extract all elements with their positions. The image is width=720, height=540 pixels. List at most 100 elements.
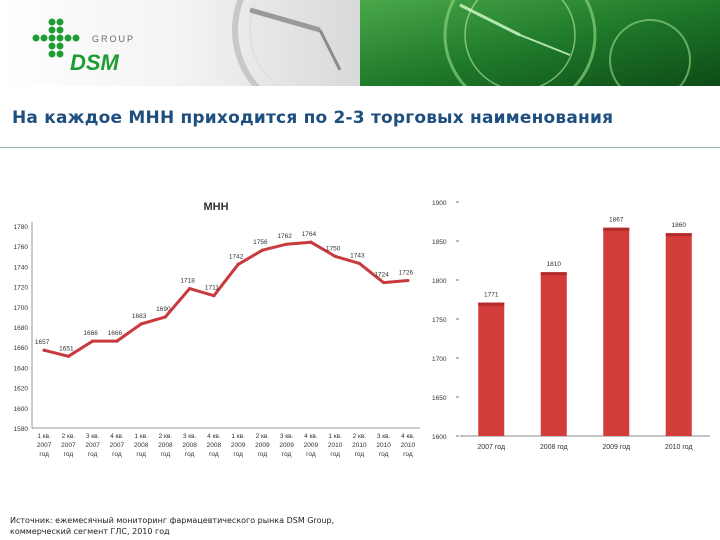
line-y-tick-label: 1780: [14, 224, 29, 231]
line-x-tick-label: 2 кв. 2007 год: [61, 433, 76, 458]
bar-2009: [603, 227, 630, 436]
line-x-tick-label: 2 кв. 2009 год: [255, 433, 270, 458]
line-x-tick-label: 4 кв. 2008 год: [207, 433, 222, 458]
line-x-tick-label: 4 кв. 2010 год: [401, 433, 416, 458]
page-title: На каждое МНН приходится по 2-3 торговых…: [12, 108, 614, 128]
line-x-tick-label-part: 2 кв.: [159, 433, 173, 440]
line-x-tick-label-part: 2008: [207, 442, 222, 449]
line-x-tick-label-part: 2010: [401, 442, 416, 449]
bar-cap: [478, 302, 505, 306]
bar-x-tick-label: 2008 год: [540, 444, 568, 451]
line-x-tick-label-part: 4 кв.: [401, 433, 415, 440]
line-x-tick-label-part: 2009: [304, 442, 319, 449]
line-data-point: [163, 315, 167, 319]
bar-x-tick-label: 2010 год: [665, 444, 693, 451]
bar-2008: [540, 272, 567, 436]
bar-data-label: 1860: [672, 222, 687, 229]
line-x-tick-label-part: 3 кв.: [377, 433, 391, 440]
line-x-tick-label-part: 2009: [279, 442, 294, 449]
line-x-tick-label-part: 2007: [61, 442, 76, 449]
logo-dsm-text: DSM: [70, 50, 120, 75]
line-data-point: [91, 339, 95, 343]
line-x-tick-label-part: год: [88, 451, 98, 458]
line-x-tick-label-part: год: [258, 451, 268, 458]
line-y-tick-label: 1720: [14, 285, 29, 292]
line-data-point: [139, 322, 143, 326]
bar-cap: [603, 227, 630, 231]
line-y-tick-label: 1660: [14, 345, 29, 352]
line-x-tick-label-part: год: [403, 451, 413, 458]
line-x-tick-label-part: 2010: [376, 442, 391, 449]
line-y-tick-label: 1640: [14, 365, 29, 372]
line-x-tick-label: 1 кв. 2010 год: [328, 433, 343, 458]
line-data-label: 1683: [132, 313, 147, 320]
line-x-tick-label-part: 2007: [37, 442, 52, 449]
charts-area: МНН 1580 1600 1620 1640 1660 1680 1700 1720 1740 1…: [14, 200, 710, 458]
line-x-tick-label-part: 2007: [85, 442, 100, 449]
line-x-tick-label-part: 2 кв.: [256, 433, 270, 440]
line-x-tick-label-part: 1 кв.: [328, 433, 342, 440]
line-y-tick-label: 1680: [14, 325, 29, 332]
bar-y-tick-label: 1800: [432, 278, 447, 285]
line-x-tick-label-part: 2 кв.: [62, 433, 76, 440]
line-x-tick-label-part: 2009: [255, 442, 270, 449]
line-x-tick-label-part: 3 кв.: [183, 433, 197, 440]
bar-x-tick-label: 2009 год: [602, 444, 630, 451]
bar-2007: [478, 302, 505, 436]
bar-cap: [665, 233, 692, 237]
line-data-label: 1657: [35, 339, 50, 346]
line-data-point: [309, 240, 313, 244]
line-x-tick-label-part: год: [233, 451, 243, 458]
line-data-label: 1762: [277, 233, 292, 240]
line-x-tick-label: 1 кв. 2009 год: [231, 433, 246, 458]
line-data-label: 1764: [302, 231, 317, 238]
line-data-label: 1756: [253, 239, 268, 246]
line-x-tick-label: 3 кв. 2008 год: [182, 433, 197, 458]
line-x-tick-label-part: год: [161, 451, 171, 458]
line-x-tick-label-part: год: [355, 451, 365, 458]
line-x-tick-label: 3 кв. 2009 год: [279, 433, 294, 458]
line-x-tick-label: 2 кв. 2008 год: [158, 433, 173, 458]
line-data-label: 1743: [350, 252, 365, 259]
bar-data-label: 1867: [609, 217, 624, 224]
logo-group-text: GROUP: [92, 34, 135, 44]
line-y-tick-label: 1760: [14, 244, 29, 251]
bar-cap: [540, 272, 567, 276]
line-data-label: 1651: [59, 345, 74, 352]
line-x-tick-label-part: год: [379, 451, 389, 458]
bar-y-tick-label: 1750: [432, 317, 447, 324]
line-x-tick-label-part: 2010: [328, 442, 343, 449]
bar-y-tick-label: 1900: [432, 200, 447, 207]
source-line-1: Источник: ежемесячный мониторинг фармаце…: [10, 516, 335, 525]
line-x-tick-label-part: 2007: [110, 442, 125, 449]
line-x-tick-label-part: 2008: [134, 442, 149, 449]
line-x-tick-label: 3 кв. 2007 год: [85, 433, 100, 458]
line-data-point: [66, 354, 70, 358]
line-y-tick-label: 1700: [14, 305, 29, 312]
header-banner: GROUP DSM: [0, 0, 720, 88]
line-x-tick-label-part: 3 кв.: [86, 433, 100, 440]
line-x-tick-label-part: 1 кв.: [231, 433, 245, 440]
line-data-label: 1750: [326, 245, 341, 252]
line-x-tick-label-part: год: [282, 451, 292, 458]
line-x-tick-label: 4 кв. 2007 год: [110, 433, 125, 458]
line-data-point: [382, 280, 386, 285]
line-x-tick-label-part: год: [39, 451, 49, 458]
line-x-tick-label-part: год: [209, 451, 219, 458]
line-data-label: 1742: [229, 253, 244, 260]
line-x-tick-label-part: год: [306, 451, 316, 458]
line-y-tick-label: 1580: [14, 426, 29, 433]
line-x-tick-label: 1 кв. 2007 год: [37, 433, 52, 458]
line-x-tick-label-part: год: [330, 451, 340, 458]
line-data-point: [406, 278, 410, 283]
banner-background: [0, 0, 720, 88]
line-data-label: 1718: [180, 278, 195, 285]
bar-y-tick-label: 1650: [432, 395, 447, 402]
line-data-point: [357, 261, 361, 265]
line-x-tick-label-part: год: [64, 451, 74, 458]
line-x-tick-label-part: 4 кв.: [110, 433, 124, 440]
line-data-label: 1726: [399, 270, 414, 277]
line-x-tick-label-part: 2009: [231, 442, 246, 449]
line-y-tick-label: 1740: [14, 264, 29, 271]
line-chart-title: МНН: [203, 201, 228, 213]
